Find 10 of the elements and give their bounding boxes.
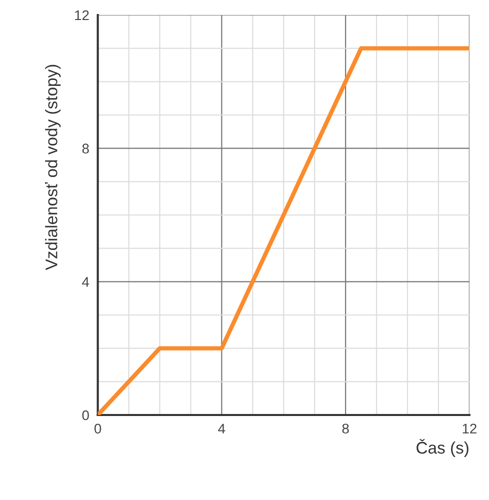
x-tick-label: 8 <box>342 424 349 434</box>
y-tick-label: 8 <box>82 144 89 154</box>
x-tick-label: 12 <box>462 424 476 434</box>
x-tick-label: 0 <box>94 424 102 434</box>
y-tick-label: 0 <box>82 410 89 420</box>
y-axis-title: Vzdialenosť od vody (stopy) <box>45 64 61 270</box>
y-tick-label: 12 <box>75 10 89 20</box>
y-tick-label: 4 <box>82 277 90 287</box>
x-axis-title: Čas (s) <box>416 438 468 458</box>
x-tick-label: 4 <box>218 424 226 434</box>
